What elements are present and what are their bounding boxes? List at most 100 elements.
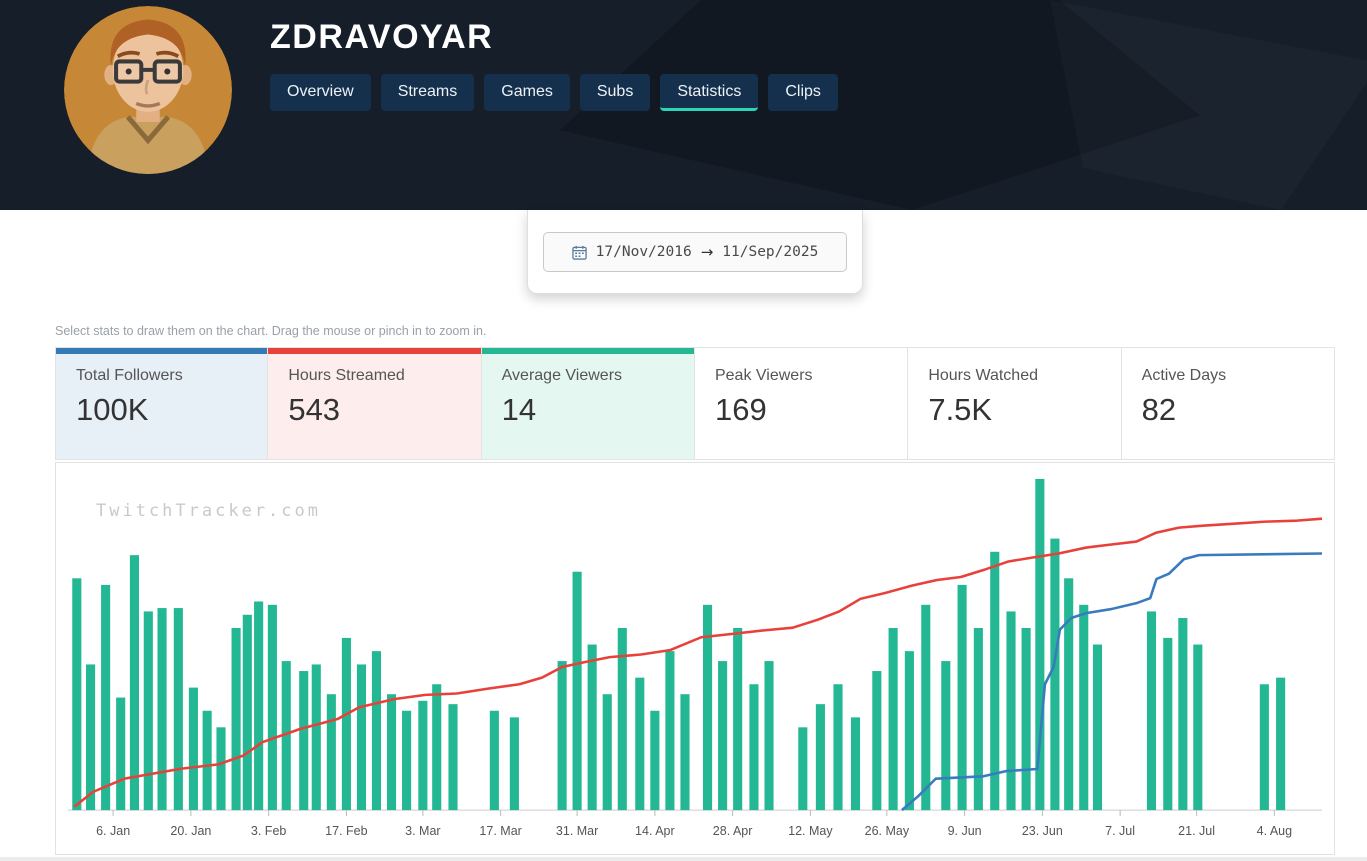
date-start: 17/Nov/2016 bbox=[595, 244, 692, 260]
chart-bar bbox=[157, 608, 167, 811]
chart-bar bbox=[1064, 578, 1074, 811]
card-accent-strip bbox=[268, 348, 481, 354]
chart-bar bbox=[587, 644, 597, 811]
chart-bar bbox=[680, 694, 690, 811]
chart-bar bbox=[635, 677, 645, 811]
watermark: TwitchTracker.com bbox=[96, 501, 321, 521]
stat-card-label: Active Days bbox=[1141, 367, 1227, 384]
chart-bar bbox=[254, 601, 264, 811]
chart-bar bbox=[341, 637, 351, 811]
stat-card-average-viewers[interactable]: Average Viewers 14 bbox=[480, 347, 695, 460]
chart-bar bbox=[202, 710, 212, 811]
date-range-popup: 17/Nov/2016 → 11/Sep/2025 bbox=[527, 210, 863, 294]
chart-bar bbox=[448, 704, 458, 811]
chart-bar bbox=[311, 664, 321, 811]
tab-subs[interactable]: Subs bbox=[579, 74, 651, 111]
x-axis-label: 6. Jan bbox=[96, 824, 131, 838]
chart-bar bbox=[702, 604, 713, 811]
chart-bar bbox=[990, 551, 1000, 811]
avatar-illustration bbox=[64, 6, 232, 174]
chart-bar bbox=[509, 717, 519, 811]
chart-bar bbox=[733, 627, 743, 811]
chart-bar bbox=[764, 661, 774, 811]
x-axis-label: 3. Mar bbox=[405, 824, 441, 838]
tab-overview[interactable]: Overview bbox=[270, 74, 371, 111]
x-axis-label: 23. Jun bbox=[1021, 824, 1063, 838]
chart-bar bbox=[1259, 684, 1269, 811]
stat-card-hours-streamed[interactable]: Hours Streamed 543 bbox=[267, 347, 482, 460]
date-end: 11/Sep/2025 bbox=[722, 244, 819, 260]
chart-bar bbox=[850, 717, 861, 811]
stat-card-label: Peak Viewers bbox=[714, 367, 813, 384]
chart-bar bbox=[815, 704, 825, 811]
chart-bar bbox=[1193, 644, 1203, 811]
tab-statistics[interactable]: Statistics bbox=[660, 74, 759, 111]
chart-bar bbox=[371, 651, 381, 811]
stat-card-value: 543 bbox=[288, 392, 341, 427]
tab-clips[interactable]: Clips bbox=[768, 74, 838, 111]
statistics-content: Select stats to draw them on the chart. … bbox=[0, 210, 1367, 855]
chart-bar bbox=[129, 555, 139, 811]
chart-bar bbox=[957, 584, 967, 811]
chart-bar bbox=[242, 614, 252, 811]
chart-bar bbox=[101, 584, 111, 811]
x-axis: 6. Jan 20. Jan 3. Feb 17. Feb 3. Mar 17. Mar 3… bbox=[68, 817, 1322, 847]
chart-container: TwitchTracker.com 6. Jan 20. Jan 3. Feb 17.… bbox=[55, 462, 1335, 855]
card-accent-strip bbox=[695, 348, 907, 354]
chart-bar bbox=[602, 694, 612, 811]
chart-bar bbox=[798, 727, 808, 811]
stat-card-value: 7.5K bbox=[928, 392, 993, 427]
chart-bar bbox=[1276, 677, 1286, 811]
chart-bar bbox=[326, 694, 336, 811]
chart-bar bbox=[267, 604, 277, 811]
stat-card-total-followers[interactable]: Total Followers 100K bbox=[55, 347, 269, 460]
date-range-input[interactable]: 17/Nov/2016 → 11/Sep/2025 bbox=[543, 232, 847, 272]
chart-line-hours-streamed bbox=[73, 517, 1322, 808]
chart-bar bbox=[1035, 478, 1045, 811]
chart-bar bbox=[921, 604, 931, 811]
stat-card-label: Hours Streamed bbox=[288, 367, 405, 384]
chart-bar bbox=[557, 661, 567, 811]
x-axis-label: 14. Apr bbox=[635, 824, 675, 838]
chart-bar bbox=[1178, 618, 1188, 811]
chart-line-total-followers bbox=[901, 552, 1322, 812]
page-bottom-strip bbox=[0, 857, 1367, 861]
card-accent-strip bbox=[56, 348, 268, 354]
chart-bar bbox=[904, 651, 914, 811]
stat-card-hours-watched[interactable]: Hours Watched 7.5K bbox=[907, 347, 1122, 460]
chart-bar bbox=[1092, 644, 1103, 811]
card-accent-strip bbox=[1122, 348, 1334, 354]
stat-card-peak-viewers[interactable]: Peak Viewers 169 bbox=[693, 347, 909, 460]
chart-bar bbox=[941, 661, 951, 811]
chart-bar bbox=[1021, 627, 1031, 811]
chart-bar bbox=[173, 608, 183, 811]
chart-bar bbox=[973, 627, 983, 811]
chart-bar bbox=[386, 694, 397, 811]
tab-streams[interactable]: Streams bbox=[380, 74, 475, 111]
x-axis-label: 26. May bbox=[864, 824, 910, 838]
chart-bar bbox=[356, 664, 367, 811]
chart-bar bbox=[402, 710, 412, 811]
chart-bar bbox=[1079, 604, 1089, 811]
chart-bar bbox=[572, 571, 582, 811]
chart-bar bbox=[432, 684, 442, 811]
chart-bar bbox=[231, 627, 241, 811]
tab-games[interactable]: Games bbox=[484, 74, 570, 111]
chart-bar bbox=[1146, 611, 1157, 811]
chart-bar bbox=[216, 727, 226, 811]
x-axis-label: 21. Jul bbox=[1178, 824, 1216, 838]
channel-nav: Overview Streams Games Subs Statistics Clips bbox=[270, 74, 838, 111]
chart-bar bbox=[888, 627, 898, 811]
x-axis-label: 28. Apr bbox=[712, 824, 753, 838]
chart-bar bbox=[665, 651, 675, 811]
chart-bar bbox=[489, 710, 499, 811]
card-accent-strip bbox=[481, 348, 694, 354]
chart-bar bbox=[1163, 637, 1173, 811]
stat-card-label: Average Viewers bbox=[501, 367, 623, 384]
x-axis-label: 7. Jul bbox=[1105, 824, 1136, 838]
calendar-icon bbox=[571, 245, 587, 260]
stat-card-active-days[interactable]: Active Days 82 bbox=[1120, 347, 1335, 460]
stats-chart[interactable] bbox=[68, 477, 1322, 817]
chart-bar bbox=[418, 700, 428, 811]
